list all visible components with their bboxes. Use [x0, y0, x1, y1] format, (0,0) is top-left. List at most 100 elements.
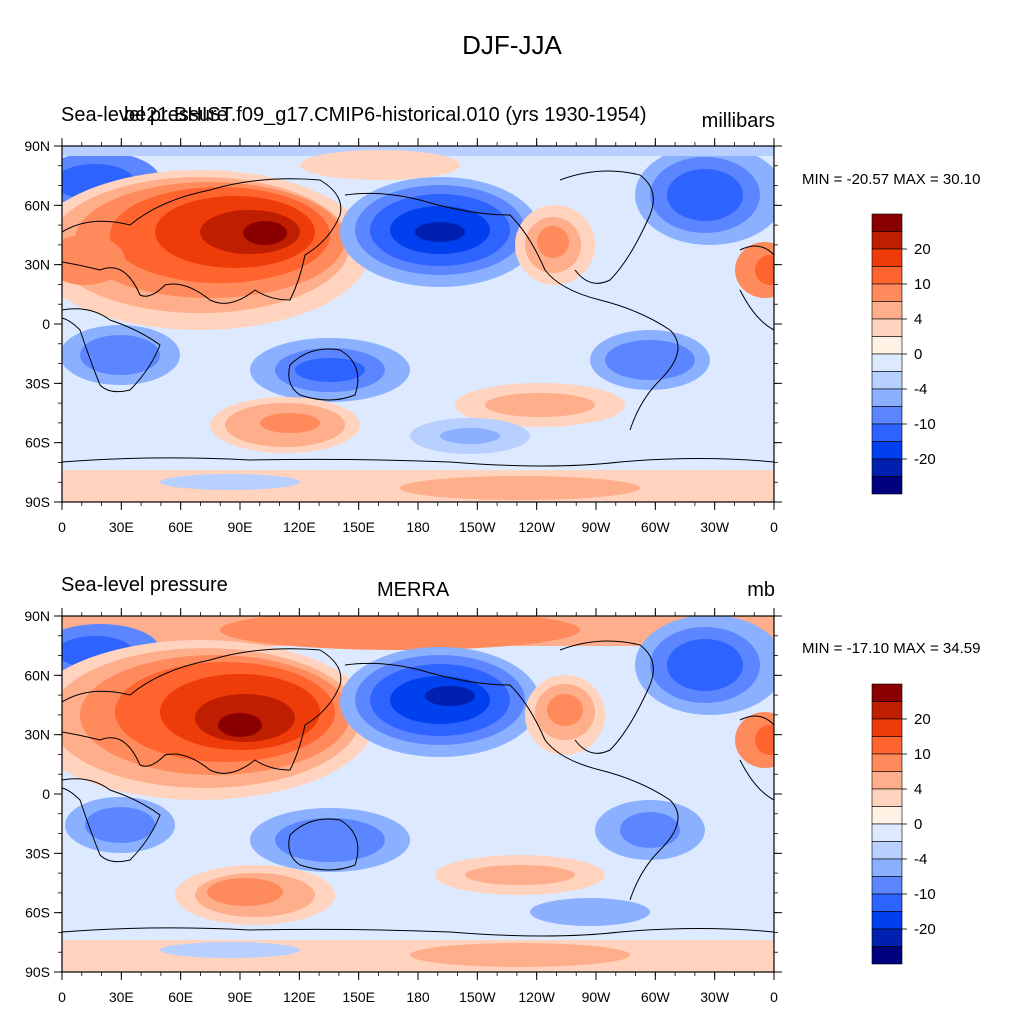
- panel1-minmax: MIN = -20.57 MAX = 30.10: [802, 171, 981, 188]
- colorbar-box: [871, 771, 903, 790]
- lon-label: 90W: [582, 989, 612, 1005]
- colorbar-box: [871, 318, 903, 337]
- lon-label: 120E: [283, 989, 316, 1005]
- lon-label: 60W: [641, 989, 671, 1005]
- colorbar-box: [871, 441, 903, 460]
- colorbar-box: [871, 876, 903, 895]
- lon-label: 60E: [168, 989, 193, 1005]
- colorbar-label: 10: [914, 276, 931, 293]
- colorbar-label: -4: [914, 851, 927, 868]
- lat-label: 60S: [25, 435, 50, 451]
- panel2-minmax: MIN = -17.10 MAX = 34.59: [802, 640, 981, 657]
- colorbar-box: [871, 701, 903, 720]
- colorbar-box: [871, 301, 903, 320]
- panel2-axis-ticks: 90N 60N 30N 0 30S 60S 90S 0 30E 60E 90E 120E 150E 180…: [24, 608, 782, 1005]
- colorbar-box: [871, 406, 903, 425]
- lat-label: 60N: [24, 667, 50, 683]
- colorbar-box: [871, 806, 903, 825]
- lat-label: 90N: [24, 138, 50, 154]
- colorbar-box: [871, 736, 903, 755]
- lon-label: 150W: [459, 989, 496, 1005]
- colorbar-box: [871, 336, 903, 355]
- panel2-coastlines: [62, 640, 774, 937]
- colorbar-box: [871, 911, 903, 930]
- panel2-colorbar: 20 10 4 0 -4 -10 -20: [871, 683, 936, 965]
- colorbar-box: [871, 283, 903, 302]
- colorbar-label: -4: [914, 381, 927, 398]
- lon-label: 60E: [168, 519, 193, 535]
- colorbar-box: [871, 858, 903, 877]
- colorbar-label: 0: [914, 346, 922, 363]
- panel1-contour-fill: [62, 146, 774, 502]
- colorbar-box: [871, 683, 903, 702]
- colorbar-box: [871, 231, 903, 250]
- colorbar-box: [871, 928, 903, 947]
- lat-label: 60N: [24, 197, 50, 213]
- colorbar-label: -10: [914, 886, 936, 903]
- figure-title: DJF-JJA: [462, 30, 562, 60]
- colorbar-box: [871, 718, 903, 737]
- lon-label: 120W: [518, 989, 555, 1005]
- lat-label: 0: [42, 316, 50, 332]
- lat-label: 0: [42, 786, 50, 802]
- panel1-colorbar: 20 10 4 0 -4 -10 -20: [871, 213, 936, 495]
- colorbar-box: [871, 213, 903, 232]
- lon-label: 0: [770, 519, 778, 535]
- colorbar-label: 20: [914, 241, 931, 258]
- colorbar-box: [871, 753, 903, 772]
- colorbar-box: [871, 788, 903, 807]
- colorbar-label: 20: [914, 711, 931, 728]
- lat-label: 60S: [25, 905, 50, 921]
- lat-label: 90S: [25, 494, 50, 510]
- colorbar-box: [871, 423, 903, 442]
- lon-label: 150E: [342, 519, 375, 535]
- lon-label: 0: [58, 519, 66, 535]
- lat-label: 30N: [24, 257, 50, 273]
- colorbar-label: -10: [914, 416, 936, 433]
- lon-label: 30W: [700, 519, 730, 535]
- lon-label: 90W: [582, 519, 612, 535]
- colorbar-label: -20: [914, 451, 936, 468]
- panel2-contour-fill: [62, 616, 774, 972]
- colorbar-box: [871, 371, 903, 390]
- panel1-axis-ticks: 90N 60N 30N 0 30S 60S 90S 0 30E 60E 90E 120E 150E 180…: [24, 138, 782, 535]
- lon-label: 0: [58, 989, 66, 1005]
- lon-label: 120E: [283, 519, 316, 535]
- panel2-variable-label: Sea-level pressure: [61, 574, 228, 596]
- colorbar-box: [871, 476, 903, 495]
- lat-label: 30N: [24, 727, 50, 743]
- lon-label: 90E: [228, 989, 253, 1005]
- colorbar-label: -20: [914, 921, 936, 938]
- colorbar-box: [871, 823, 903, 842]
- lat-label: 30S: [25, 375, 50, 391]
- panel2-map: [62, 616, 774, 972]
- lon-label: 0: [770, 989, 778, 1005]
- colorbar-box: [871, 946, 903, 965]
- panel1-units-label: millibars: [701, 110, 775, 132]
- panel1-coastlines: [62, 170, 774, 467]
- colorbar-box: [871, 893, 903, 912]
- colorbar-label: 10: [914, 746, 931, 763]
- lon-label: 60W: [641, 519, 671, 535]
- colorbar-box: [871, 458, 903, 477]
- colorbar-label: 4: [914, 781, 922, 798]
- panel1-case-label: be21.BHIST.f09_g17.CMIP6-historical.010 …: [124, 104, 647, 126]
- panel2-units-label: mb: [747, 579, 775, 601]
- lon-label: 30E: [109, 989, 134, 1005]
- colorbar-box: [871, 266, 903, 285]
- lat-label: 90S: [25, 964, 50, 980]
- lon-label: 90E: [228, 519, 253, 535]
- colorbar-label: 0: [914, 816, 922, 833]
- lon-label: 30E: [109, 519, 134, 535]
- panel2-case-label: MERRA: [377, 579, 450, 601]
- colorbar-box: [871, 248, 903, 267]
- colorbar-box: [871, 388, 903, 407]
- lon-label: 180: [406, 519, 430, 535]
- lat-label: 90N: [24, 608, 50, 624]
- colorbar-label: 4: [914, 311, 922, 328]
- panel1-map: [62, 146, 774, 502]
- lon-label: 180: [406, 989, 430, 1005]
- lon-label: 30W: [700, 989, 730, 1005]
- lat-label: 30S: [25, 845, 50, 861]
